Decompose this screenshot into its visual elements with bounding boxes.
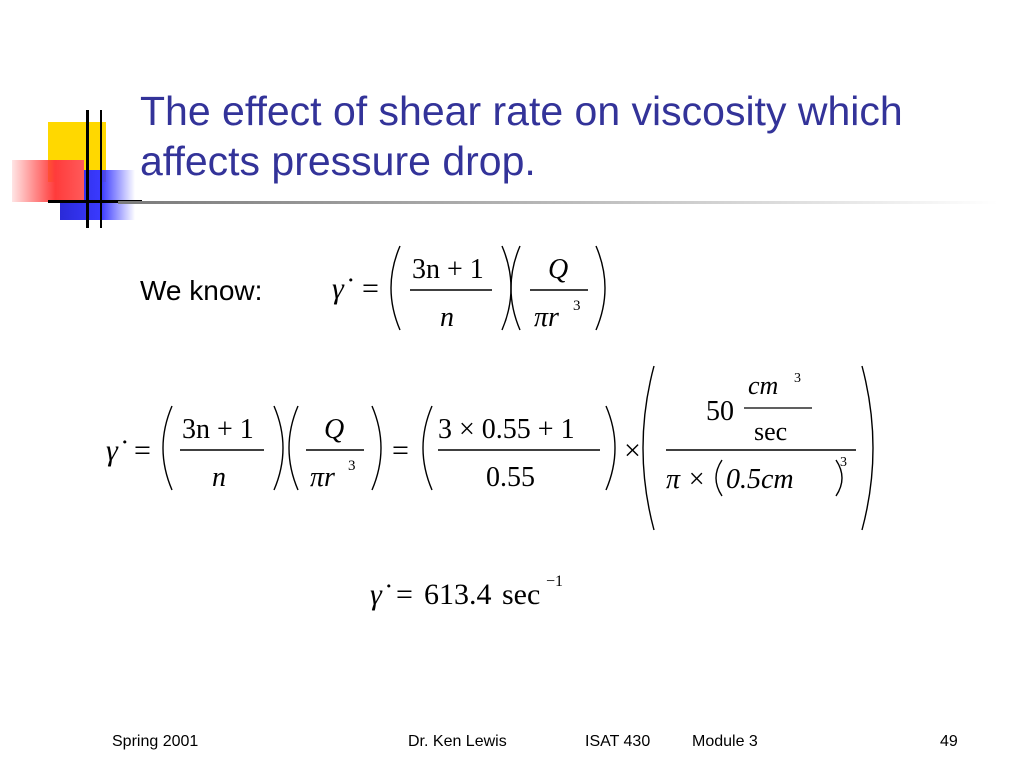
equals-sign: =	[396, 578, 413, 611]
gamma-dot-symbol: γ̇	[106, 434, 127, 467]
equals-sign: =	[362, 272, 379, 305]
title-divider	[118, 201, 998, 204]
fraction-denominator-b: πr	[310, 462, 335, 493]
equals-sign-2: =	[392, 434, 409, 467]
logo-vertical-line	[86, 110, 89, 228]
left-paren-small	[715, 459, 723, 497]
footer-page-number: 49	[940, 733, 958, 750]
left-paren-1	[390, 245, 401, 331]
fraction-numerator-2: Q	[548, 254, 568, 285]
fraction-numerator-c: 3 × 0.55 + 1	[438, 414, 575, 445]
footer-term: Spring 2001	[112, 733, 199, 750]
right-paren-small	[835, 459, 843, 497]
equals-sign: =	[134, 434, 151, 467]
equation-shear-rate-substitution: γ̇ = 3n + 1 n Q πr 3 = 3 × 0.55 + 1 0.55…	[106, 365, 874, 531]
left-paren-c	[422, 405, 433, 491]
fraction-denominator-a: n	[212, 462, 226, 493]
result-value: 613.4	[424, 578, 492, 611]
result-unit: sec	[502, 578, 540, 611]
half-cm-value: 0.5cm	[726, 464, 794, 495]
fraction-denominator-1: n	[440, 302, 454, 333]
fraction-denominator-2: πr	[534, 302, 559, 333]
cm-unit: cm	[748, 371, 778, 400]
exponent-3: 3	[348, 458, 356, 474]
right-paren-c	[605, 405, 616, 491]
right-paren-a	[273, 405, 284, 491]
fraction-numerator-1: 3n + 1	[412, 254, 484, 285]
intro-label: We know:	[140, 275, 263, 306]
fraction-numerator-b: Q	[324, 414, 344, 445]
fraction-numerator-a: 3n + 1	[182, 414, 254, 445]
slide-title: The effect of shear rate on viscosity wh…	[140, 88, 903, 184]
exponent-3: 3	[794, 371, 801, 386]
equation-shear-rate-result: γ̇ = 613.4 sec −1	[370, 573, 563, 611]
fifty-value: 50	[706, 396, 734, 427]
logo-vertical-line-2	[100, 110, 102, 228]
pi-times: π ×	[666, 464, 706, 495]
equation-shear-rate-definition: γ̇ = 3n + 1 n Q πr 3	[332, 245, 606, 333]
right-paren-1	[501, 245, 512, 331]
exponent-3: 3	[573, 298, 581, 314]
right-paren-big	[861, 365, 874, 531]
footer-author: Dr. Ken Lewis	[408, 733, 507, 750]
left-paren-2	[510, 245, 521, 331]
gamma-dot-symbol: γ̇	[332, 272, 353, 305]
logo-red-square	[12, 160, 84, 202]
fraction-denominator-c: 0.55	[486, 462, 535, 493]
gamma-dot-symbol: γ̇	[370, 578, 391, 611]
sec-unit: sec	[754, 417, 787, 446]
right-paren-2	[595, 245, 606, 331]
left-paren-b	[288, 405, 299, 491]
logo-horizontal-line	[48, 200, 142, 203]
result-exponent: −1	[546, 573, 563, 590]
left-paren-big	[642, 365, 655, 531]
times-sign: ×	[624, 434, 641, 467]
footer-module: Module 3	[692, 733, 758, 750]
left-paren-a	[162, 405, 173, 491]
footer-course: ISAT 430	[585, 733, 651, 750]
right-paren-b	[371, 405, 382, 491]
exponent-3: 3	[840, 455, 847, 470]
